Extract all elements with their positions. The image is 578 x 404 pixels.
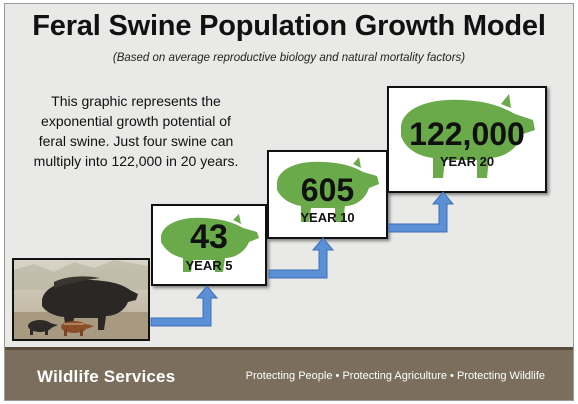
growth-arrow-icon <box>268 237 335 279</box>
count-year-20: 122,000 <box>409 116 525 152</box>
year-20-box: 122,000 YEAR 20 <box>387 86 547 193</box>
swine-photo-image <box>14 260 148 339</box>
infographic: Feral Swine Population Growth Model (Bas… <box>4 3 574 401</box>
pig-silhouette-icon <box>401 94 535 178</box>
pig-silhouette-icon <box>277 157 379 222</box>
subtitle: (Based on average reproductive biology a… <box>112 52 466 64</box>
label-year-10: YEAR 10 <box>300 210 355 225</box>
footer-tagline: Protecting People • Protecting Agricultu… <box>245 370 545 382</box>
description-text: This graphic represents the exponential … <box>33 93 239 169</box>
label-year-20: YEAR 20 <box>439 154 495 169</box>
count-year-10: 605 <box>300 172 355 208</box>
label-year-5: YEAR 5 <box>185 258 233 273</box>
page-title: Feral Swine Population Growth Model <box>32 10 546 42</box>
year-10-box: 605 YEAR 10 <box>267 150 388 239</box>
count-year-5: 43 <box>190 218 228 256</box>
growth-arrow-icon <box>150 285 219 327</box>
footer-divider <box>5 347 573 350</box>
feral-swine-photo <box>12 258 150 341</box>
year-5-box: 43 YEAR 5 <box>151 204 267 286</box>
growth-arrow-icon <box>388 191 455 233</box>
footer-bar: Wildlife Services Protecting People • Pr… <box>5 347 573 400</box>
organization-name: Wildlife Services <box>37 367 176 386</box>
pig-silhouette-icon <box>161 214 259 272</box>
